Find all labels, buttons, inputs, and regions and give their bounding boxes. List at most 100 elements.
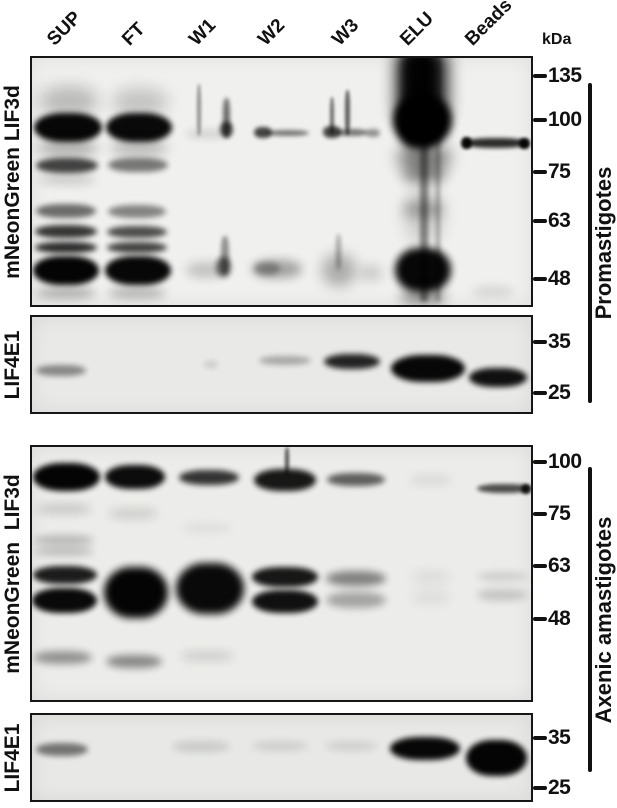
- blot-band: [107, 226, 167, 238]
- marker-tick-100: [533, 460, 547, 464]
- blot-band: [197, 84, 201, 136]
- blot-band: [393, 96, 452, 146]
- blot-band: [327, 473, 385, 486]
- marker-tick-75: [533, 170, 547, 174]
- marker-tick-63: [533, 219, 547, 223]
- blot-band: [461, 137, 472, 149]
- blot-band: [411, 571, 451, 583]
- promastigotes-lif4e1-blot: [30, 315, 533, 414]
- marker-tick-25: [533, 391, 547, 395]
- blot-band: [106, 655, 162, 668]
- blot-band: [259, 356, 311, 365]
- marker-label-75: 75: [548, 502, 571, 525]
- blot-band: [108, 158, 168, 172]
- group-label-axenic-amastigotes: Axenic amastigotes: [591, 516, 616, 724]
- marker-tick-35: [533, 736, 547, 740]
- marker-tick-25: [533, 786, 547, 790]
- marker-label-63: 63: [548, 554, 571, 577]
- marker-label-100: 100: [548, 108, 582, 131]
- blot-band: [322, 254, 356, 286]
- blot-band: [107, 242, 167, 253]
- marker-label-25: 25: [548, 776, 571, 799]
- blot-band: [420, 58, 428, 302]
- promastigotes-mneongreen-lif3d-left-label: mNeonGreen LIF3d: [1, 84, 24, 279]
- blot-band: [324, 354, 380, 369]
- blot-band: [38, 141, 98, 155]
- blot-band: [390, 737, 460, 760]
- amastigotes-mneongreen-lif3d-left-label: mNeonGreen LIF3d: [1, 473, 24, 674]
- blot-band: [106, 113, 172, 142]
- blot-band: [220, 122, 233, 137]
- blot-band: [34, 651, 92, 664]
- blot-band: [33, 256, 99, 285]
- marker-tick-48: [533, 617, 547, 621]
- blot-band: [40, 86, 98, 116]
- blot-band: [108, 288, 166, 298]
- blot-band: [325, 741, 377, 751]
- blot-band: [254, 469, 316, 491]
- blot-band: [330, 97, 334, 135]
- blot-band: [36, 365, 86, 376]
- marker-tick-63: [533, 564, 547, 568]
- group-line-promastigotes: [588, 83, 592, 403]
- blot-band: [477, 572, 527, 581]
- blot-band: [391, 355, 465, 382]
- blot-band: [35, 225, 97, 238]
- blot-band: [252, 260, 302, 278]
- marker-label-135: 135: [548, 64, 582, 87]
- blot-band: [254, 127, 272, 138]
- blot-band: [360, 266, 382, 280]
- blot-band: [402, 167, 446, 183]
- blot-band: [186, 130, 230, 138]
- lane-label-elu: ELU: [396, 8, 438, 50]
- blot-band: [36, 158, 98, 173]
- blot-band: [326, 592, 386, 608]
- blot-band: [252, 590, 318, 613]
- blot-band: [477, 484, 531, 493]
- blot-band: [323, 126, 341, 138]
- blot-band: [204, 361, 218, 368]
- blot-band: [366, 129, 380, 137]
- blot-band: [33, 566, 97, 584]
- blot-band: [182, 524, 232, 532]
- blot-band: [345, 90, 350, 135]
- blot-band: [336, 234, 341, 270]
- blot-band: [411, 591, 451, 603]
- blot-band: [464, 138, 528, 148]
- blot-band: [36, 504, 92, 514]
- marker-tick-100: [533, 118, 547, 122]
- blot-band: [395, 248, 451, 292]
- amastigotes-lif4e1-left-label: LIF4E1: [1, 723, 24, 792]
- marker-tick-48: [533, 277, 547, 281]
- blot-band: [252, 741, 308, 751]
- marker-tick-135: [533, 74, 547, 78]
- blot-band: [180, 651, 234, 661]
- blot-band: [176, 563, 244, 614]
- blot-band: [252, 567, 318, 587]
- blot-band: [400, 290, 446, 304]
- blot-band: [105, 256, 171, 285]
- lane-label-w3: W3: [328, 14, 364, 50]
- blot-band: [403, 202, 443, 217]
- blot-band: [36, 204, 96, 218]
- marker-label-35: 35: [548, 726, 571, 749]
- marker-label-63: 63: [548, 209, 571, 232]
- lane-label-w1: W1: [185, 14, 221, 50]
- blot-band: [32, 588, 97, 613]
- blot-band: [112, 88, 168, 116]
- blot-band: [519, 138, 530, 149]
- lane-label-w2: W2: [254, 14, 290, 50]
- blot-band: [34, 535, 94, 545]
- blot-band: [36, 288, 96, 298]
- group-label-promastigotes: Promastigotes: [591, 166, 616, 320]
- blot-band: [477, 589, 527, 601]
- blot-band: [110, 142, 168, 154]
- blot-band: [34, 113, 102, 142]
- blot-band: [216, 257, 231, 277]
- blot-band: [108, 508, 158, 519]
- marker-label-35: 35: [548, 330, 571, 353]
- blot-band: [466, 740, 527, 776]
- lane-label-beads: Beads: [461, 0, 517, 50]
- blot-band: [172, 741, 230, 752]
- blot-band: [469, 368, 527, 387]
